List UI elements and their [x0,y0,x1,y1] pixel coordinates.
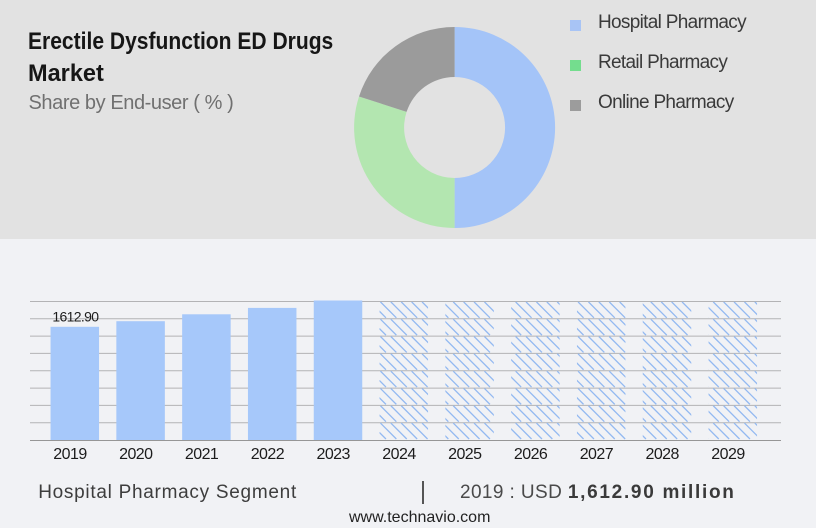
svg-text:1612.90: 1612.90 [52,309,99,325]
